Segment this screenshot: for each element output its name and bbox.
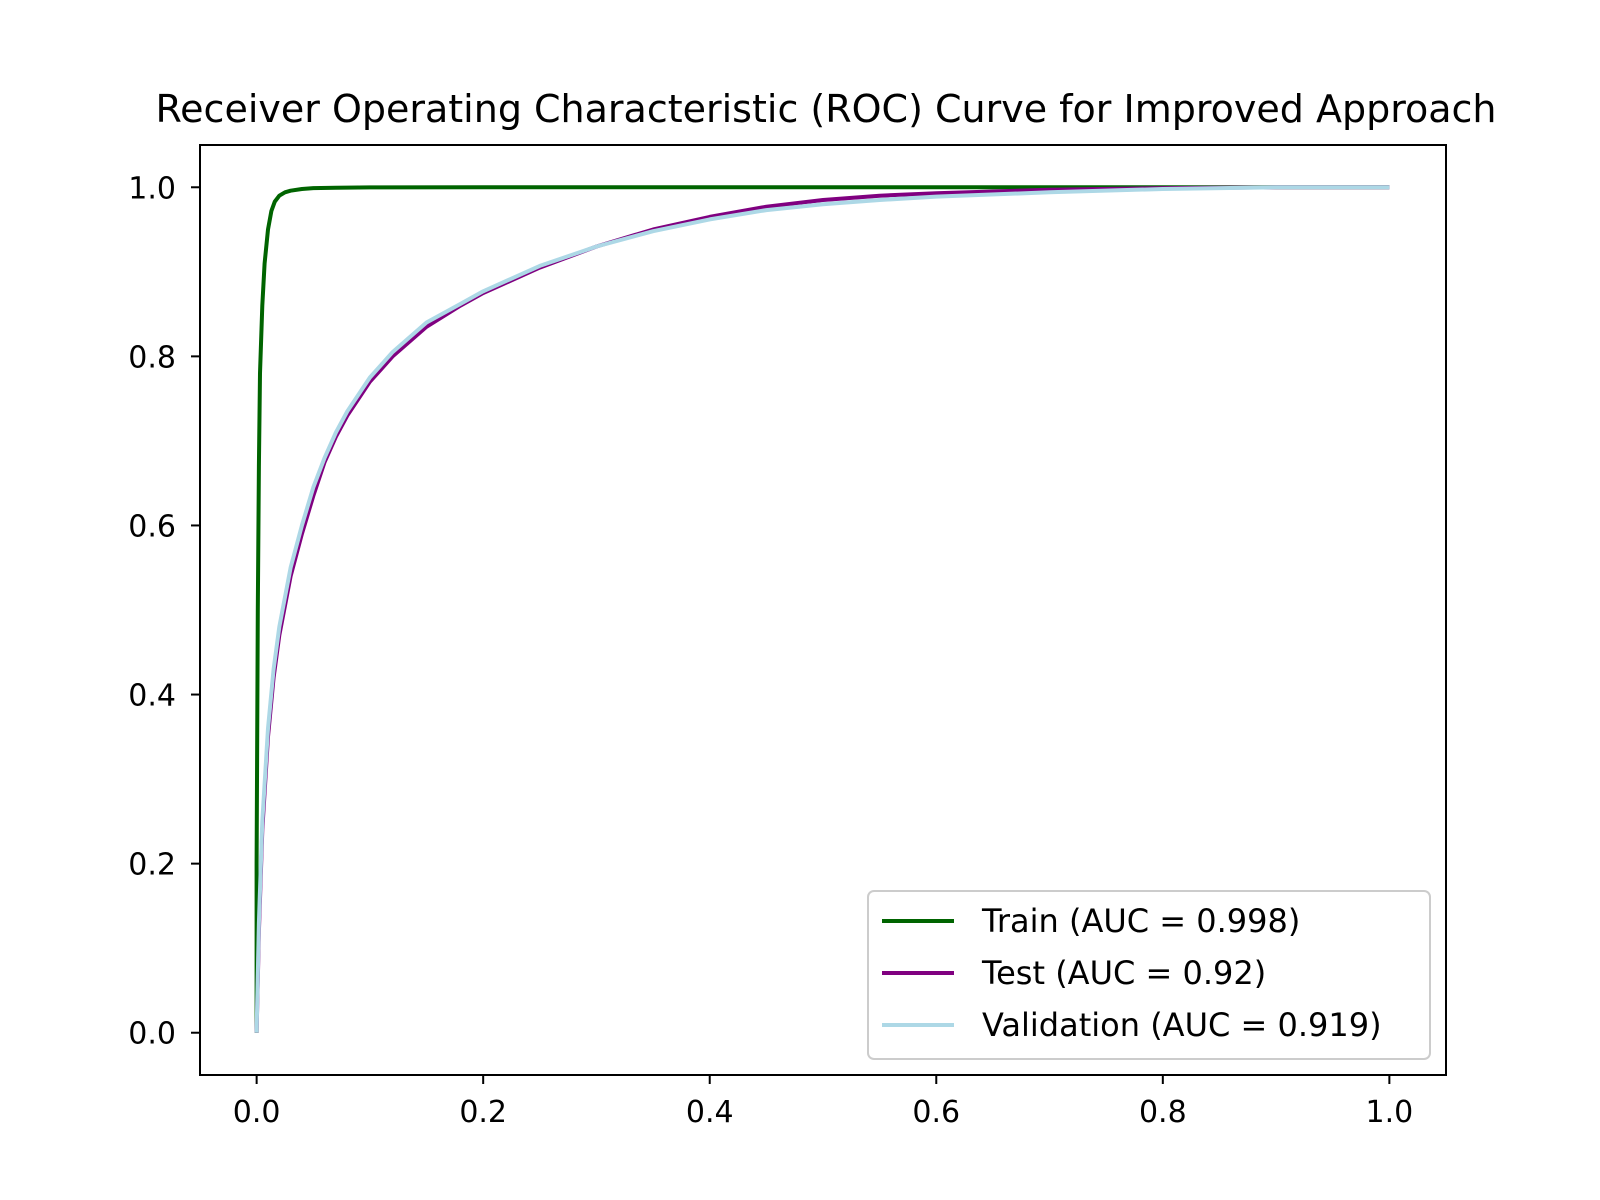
plot-frame [199, 144, 1447, 1076]
y-tick-label-5: 1.0 [128, 171, 176, 206]
y-tick-label-0: 0.0 [128, 1017, 176, 1052]
y-tick-label-1: 0.2 [128, 848, 176, 883]
x-tick-label-0: 0.0 [233, 1095, 281, 1130]
y-tick-label-4: 0.8 [128, 340, 176, 375]
chart-title: Receiver Operating Characteristic (ROC) … [155, 87, 1496, 131]
x-axis: 0.0 0.2 0.4 0.6 0.8 1.0 [233, 1075, 1413, 1130]
series-line-2 [254, 185, 1390, 1033]
legend-box [867, 890, 1431, 1060]
series-layer [254, 185, 1390, 1033]
x-tick-label-1: 0.2 [459, 1095, 507, 1130]
x-tick-label-4: 0.8 [1139, 1095, 1187, 1130]
series-line-0 [254, 185, 1390, 1033]
y-axis: 0.0 0.2 0.4 0.6 0.8 1.0 [128, 171, 200, 1052]
y-tick-label-2: 0.4 [128, 679, 176, 714]
legend: Train (AUC = 0.998) Test (AUC = 0.92) Vali… [867, 890, 1431, 1060]
legend-label-0: Train (AUC = 0.998) [981, 902, 1300, 940]
legend-label-2: Validation (AUC = 0.919) [982, 1006, 1382, 1044]
legend-label-1: Test (AUC = 0.92) [981, 954, 1266, 992]
x-tick-label-3: 0.6 [912, 1095, 960, 1130]
x-tick-label-5: 1.0 [1366, 1095, 1414, 1130]
x-tick-label-2: 0.4 [686, 1095, 734, 1130]
y-tick-label-3: 0.6 [128, 509, 176, 544]
